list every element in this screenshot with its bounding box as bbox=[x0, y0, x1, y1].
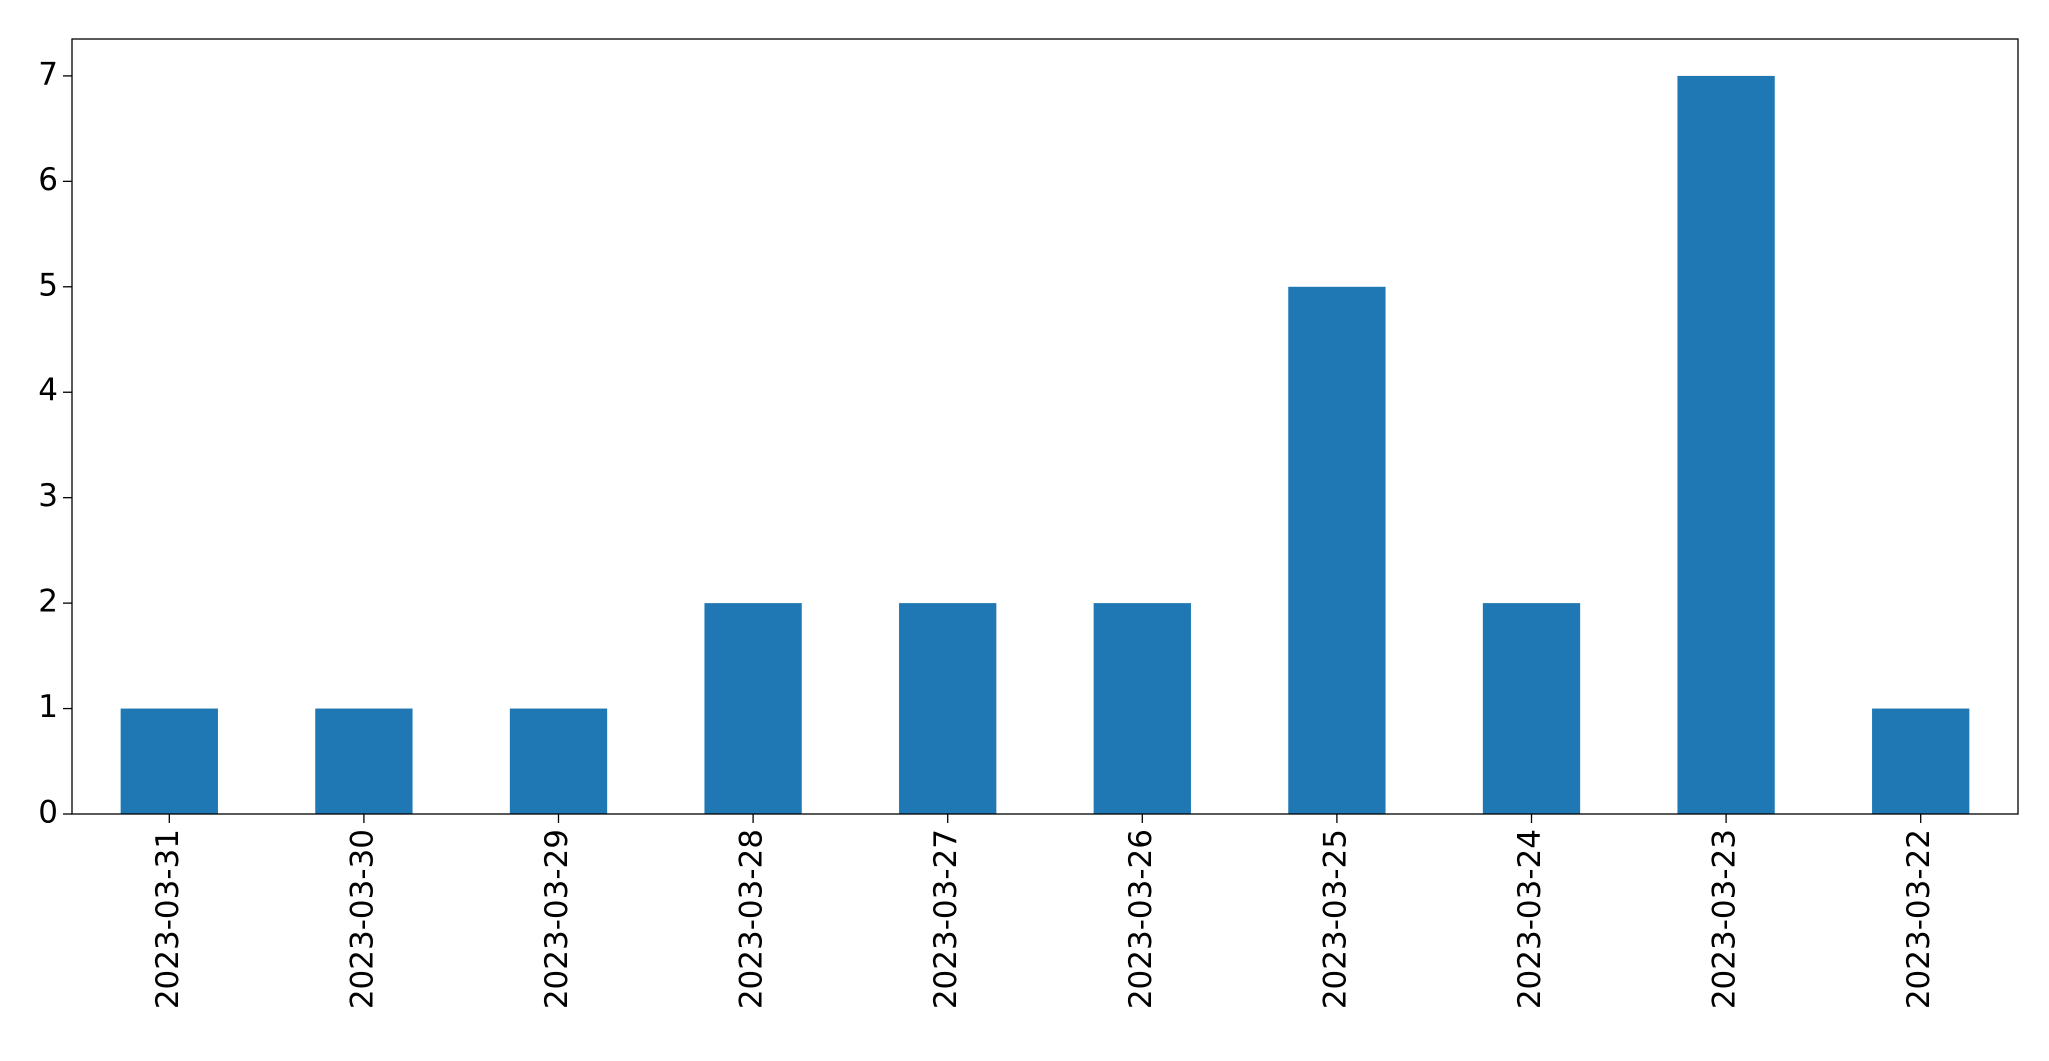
bar bbox=[1482, 603, 1581, 814]
y-tick-label: 5 bbox=[38, 267, 58, 303]
y-tick-label: 1 bbox=[38, 689, 58, 725]
bar bbox=[315, 708, 413, 814]
x-tick-label: 2023-03-22 bbox=[1901, 829, 1937, 1009]
y-tick-label: 6 bbox=[38, 162, 58, 198]
x-tick-label: 2023-03-28 bbox=[734, 829, 770, 1009]
x-tick-label: 2023-03-23 bbox=[1707, 829, 1743, 1009]
x-tick-label: 2023-03-24 bbox=[1512, 829, 1548, 1009]
x-tick-label: 2023-03-29 bbox=[539, 829, 575, 1009]
bar bbox=[1872, 708, 1970, 814]
x-tick-label: 2023-03-30 bbox=[344, 829, 380, 1009]
bar bbox=[1093, 603, 1191, 814]
y-tick-label: 7 bbox=[38, 56, 58, 92]
x-tick-label: 2023-03-26 bbox=[1123, 829, 1159, 1009]
bar bbox=[120, 708, 218, 814]
plot-frame bbox=[71, 38, 2019, 815]
bar bbox=[704, 603, 802, 814]
bar bbox=[899, 603, 997, 814]
y-tick-label: 3 bbox=[38, 478, 58, 514]
y-tick-label: 4 bbox=[38, 373, 58, 409]
bar bbox=[509, 708, 608, 814]
bar bbox=[1677, 75, 1775, 814]
bar bbox=[1288, 286, 1386, 814]
x-tick-label: 2023-03-25 bbox=[1317, 829, 1353, 1009]
y-tick-label: 2 bbox=[38, 584, 58, 620]
y-tick-label: 0 bbox=[38, 795, 58, 831]
x-tick-label: 2023-03-27 bbox=[928, 829, 964, 1009]
x-tick-label: 2023-03-31 bbox=[150, 829, 186, 1009]
